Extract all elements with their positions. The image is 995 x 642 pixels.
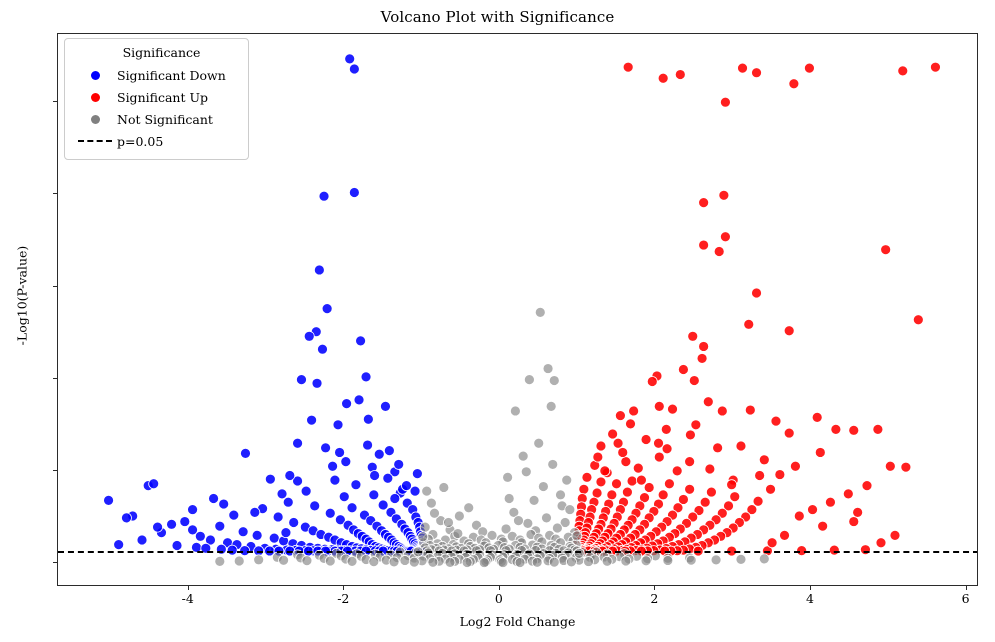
y-tick-mark <box>53 101 57 103</box>
legend: Significance Significant Down Significan… <box>64 38 249 160</box>
legend-marker-red-dot <box>73 92 117 102</box>
legend-label: p=0.05 <box>117 133 164 149</box>
x-tick-mark <box>654 586 656 590</box>
x-tick-label: 2 <box>650 591 659 606</box>
x-tick-label: 0 <box>494 591 503 606</box>
legend-marker-blue-dot <box>73 70 117 80</box>
y-tick-mark <box>53 285 57 287</box>
x-tick-label: -2 <box>337 591 350 606</box>
legend-title: Significance <box>122 45 201 60</box>
legend-label: Not Significant <box>117 111 213 127</box>
page-title: Volcano Plot with Significance <box>380 8 615 26</box>
legend-item-pvalue-threshold[interactable]: p=0.05 <box>73 130 240 152</box>
x-tick-label: -4 <box>181 591 194 606</box>
x-axis-label: Log2 Fold Change <box>459 614 576 629</box>
x-tick-mark <box>343 586 345 590</box>
x-tick-label: 6 <box>961 591 970 606</box>
legend-marker-gray-dot <box>73 114 117 124</box>
x-tick-mark <box>498 586 500 590</box>
series-significant-up <box>572 61 941 557</box>
legend-item-significant-up[interactable]: Significant Up <box>73 86 240 108</box>
legend-item-not-significant[interactable]: Not Significant <box>73 108 240 130</box>
scatter-points <box>103 53 941 568</box>
y-tick-mark <box>53 469 57 471</box>
x-tick-label: 4 <box>806 591 814 606</box>
y-axis-label: -Log10(P-value) <box>14 245 30 346</box>
legend-marker-dashed-line <box>73 140 117 142</box>
legend-label: Significant Down <box>117 67 226 83</box>
x-tick-mark <box>965 586 967 590</box>
legend-label: Significant Up <box>117 89 208 105</box>
y-tick-mark <box>53 193 57 195</box>
x-tick-mark <box>810 586 811 590</box>
legend-item-significant-down[interactable]: Significant Down <box>73 64 240 86</box>
y-tick-mark <box>53 562 57 563</box>
series-not-significant <box>214 306 770 568</box>
y-tick-mark <box>53 377 57 379</box>
x-tick-mark <box>187 586 189 590</box>
